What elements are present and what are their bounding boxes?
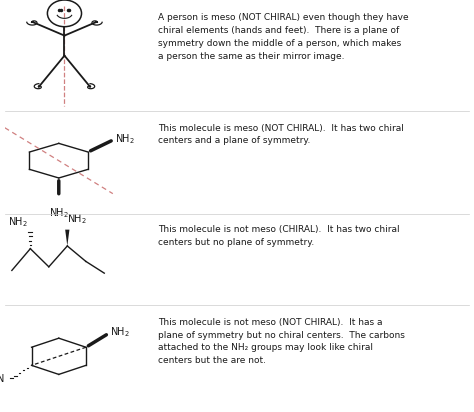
Text: This molecule is not meso (CHIRAL).  It has two chiral
centers but no plane of s: This molecule is not meso (CHIRAL). It h… <box>158 225 400 247</box>
Text: NH$_2$: NH$_2$ <box>110 325 130 339</box>
Text: This molecule is not meso (NOT CHIRAL).  It has a
plane of symmetry but no chira: This molecule is not meso (NOT CHIRAL). … <box>158 318 405 365</box>
Text: NH$_2$: NH$_2$ <box>49 206 69 220</box>
Text: This molecule is meso (NOT CHIRAL).  It has two chiral
centers and a plane of sy: This molecule is meso (NOT CHIRAL). It h… <box>158 124 404 145</box>
Text: A person is meso (NOT CHIRAL) even though they have
chiral elements (hands and f: A person is meso (NOT CHIRAL) even thoug… <box>158 13 409 61</box>
Text: H$_2$N: H$_2$N <box>0 372 4 386</box>
Polygon shape <box>65 229 69 246</box>
Text: NH$_2$: NH$_2$ <box>67 212 87 226</box>
Text: NH$_2$: NH$_2$ <box>115 132 135 145</box>
Text: NH$_2$: NH$_2$ <box>8 215 27 229</box>
